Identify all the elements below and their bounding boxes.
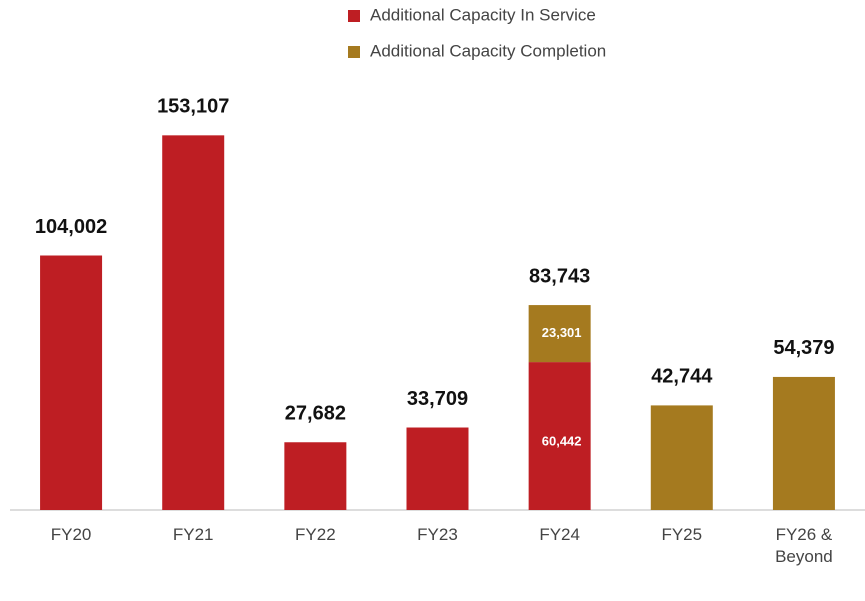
segment-label: 23,301 xyxy=(542,325,582,340)
total-label: 104,002 xyxy=(35,216,107,238)
total-label: 42,744 xyxy=(651,366,713,388)
legend-label: Additional Capacity Completion xyxy=(370,41,606,60)
bar-segment xyxy=(528,362,591,510)
bar-segment xyxy=(406,427,469,510)
bar-segment xyxy=(162,135,225,510)
total-label: 83,743 xyxy=(529,265,590,287)
x-tick-label: FY23 xyxy=(417,525,458,544)
bar-segment xyxy=(40,255,103,510)
legend-swatch xyxy=(348,10,360,22)
total-label: 153,107 xyxy=(157,96,229,118)
bar-segment xyxy=(650,405,713,510)
x-tick-label: FY21 xyxy=(172,525,214,544)
legend-swatch xyxy=(348,46,360,58)
x-tick-label: FY26 & Beyond xyxy=(775,525,833,566)
x-tick-label: FY20 xyxy=(50,525,92,544)
x-tick-label: FY25 xyxy=(661,525,703,544)
legend-label: Additional Capacity In Service xyxy=(370,5,596,24)
segment-label: 60,442 xyxy=(542,434,582,449)
x-tick-label: FY22 xyxy=(295,525,336,544)
bar-segment xyxy=(772,376,835,510)
total-label: 27,682 xyxy=(285,403,346,425)
bar-segment xyxy=(284,442,347,510)
total-label: 54,379 xyxy=(773,337,834,359)
total-label: 33,709 xyxy=(407,388,468,410)
x-tick-label: FY24 xyxy=(539,525,580,544)
bar-segment xyxy=(528,305,591,363)
